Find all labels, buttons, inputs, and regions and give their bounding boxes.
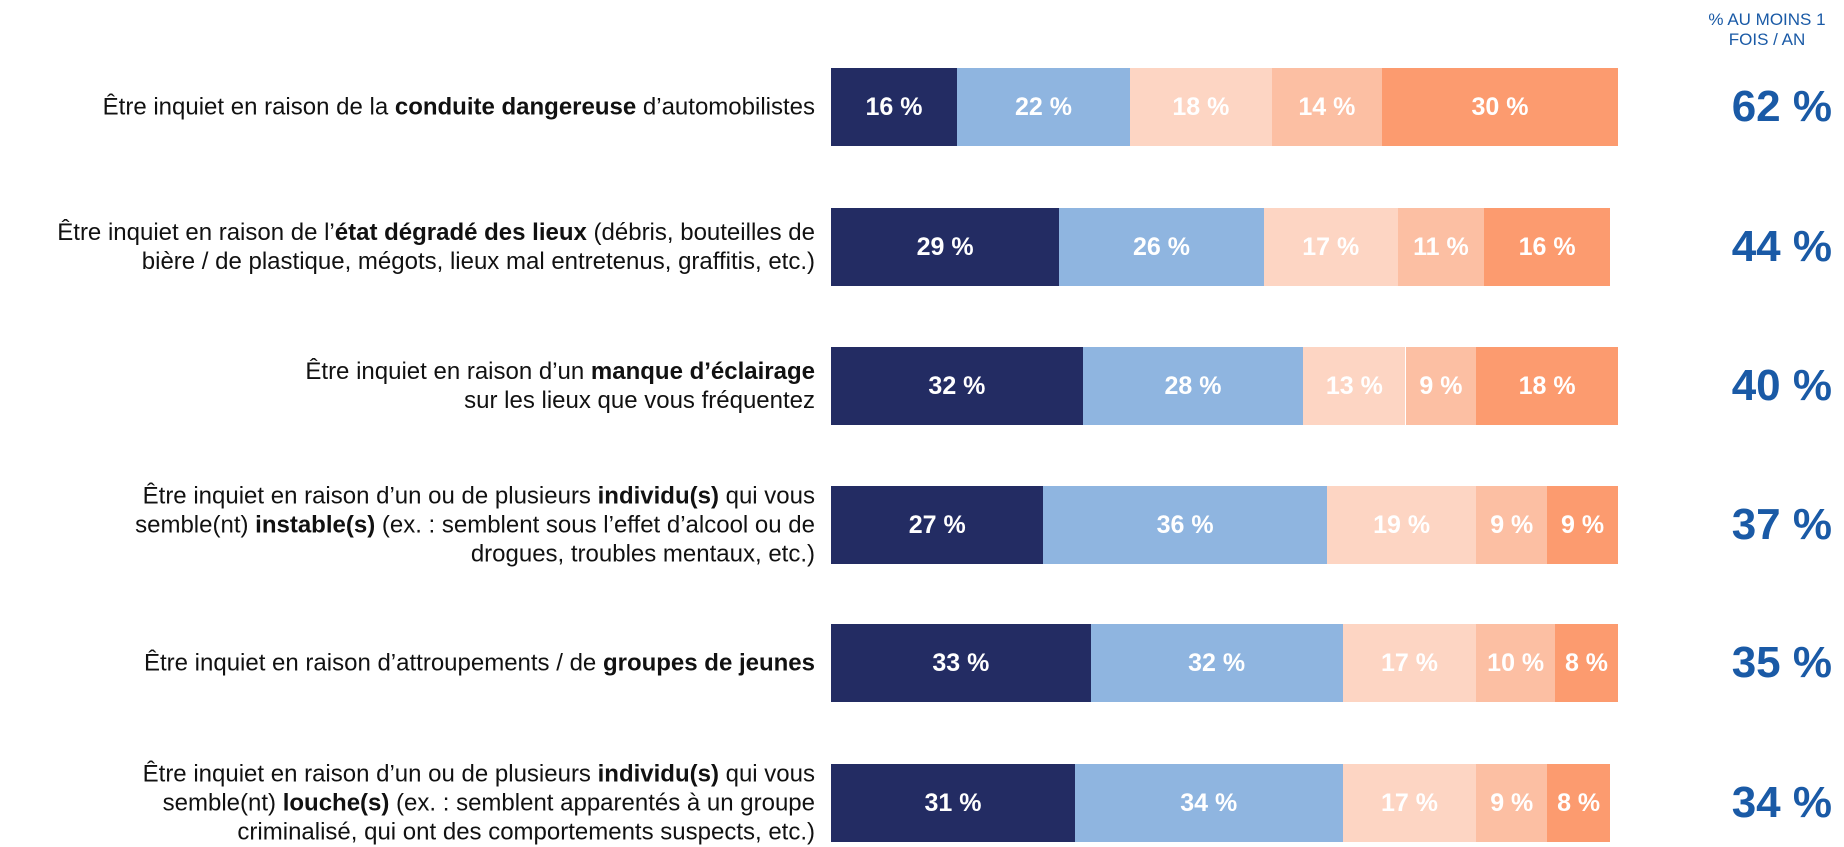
- bar-segment: 28 %: [1082, 347, 1304, 425]
- value-label: 26 %: [1133, 232, 1191, 261]
- value-label: 9 %: [1419, 371, 1463, 400]
- value-label: 13 %: [1325, 371, 1383, 400]
- bar-segment: 8 %: [1555, 624, 1618, 702]
- label-part: Être inquiet en raison de l’: [57, 219, 335, 246]
- bar-segment: 26 %: [1059, 208, 1264, 286]
- label-part: Être inquiet en raison d’un ou de plusie…: [142, 482, 598, 510]
- label-part: instable(s): [255, 511, 376, 539]
- value-label: 14 %: [1298, 92, 1356, 121]
- category-label: Être inquiet en raison de la conduite da…: [5, 93, 815, 122]
- bar-segment: 17 %: [1342, 624, 1477, 702]
- bar-segment: 27 %: [831, 486, 1044, 564]
- bar-segment: 8 %: [1547, 764, 1611, 842]
- label-part: Être inquiet en raison d’un ou de plusie…: [142, 760, 598, 788]
- value-label: 31 %: [924, 788, 982, 817]
- bar-segment: 19 %: [1326, 486, 1477, 564]
- value-label: 17 %: [1302, 232, 1360, 261]
- value-label: 19 %: [1373, 510, 1431, 539]
- label-part: Être inquiet en raison d’attroupements /…: [143, 649, 603, 677]
- value-label: 30 %: [1471, 92, 1529, 121]
- value-label: 17 %: [1380, 788, 1438, 817]
- bar-segment: 36 %: [1043, 486, 1327, 564]
- value-label: 9 %: [1561, 510, 1605, 539]
- bar-segment: 33 %: [831, 624, 1091, 702]
- value-label: 18 %: [1172, 92, 1230, 121]
- bar-segment: 9 %: [1405, 347, 1477, 425]
- label-part: (débris, bouteilles de bière / de plasti…: [141, 219, 815, 275]
- bar-segment: 34 %: [1074, 764, 1343, 842]
- bar-segment: 17 %: [1263, 208, 1398, 286]
- bar-segment: 30 %: [1381, 68, 1618, 146]
- label-part: sur les lieux que vous fréquentez: [464, 387, 815, 414]
- bar-segment: 10 %: [1476, 624, 1556, 702]
- label-part: qui vous semble(nt): [162, 760, 815, 817]
- bar-segment: 18 %: [1130, 68, 1272, 146]
- label-part: (ex. : semblent apparentés à un groupe c…: [237, 789, 815, 846]
- label-part: qui vous semble(nt): [135, 482, 815, 539]
- value-label: 16 %: [1518, 232, 1576, 261]
- bar-segment: 31 %: [831, 764, 1075, 842]
- value-label: 10 %: [1487, 648, 1545, 677]
- bar-segment: 16 %: [831, 68, 957, 146]
- label-part: individu(s): [597, 760, 719, 788]
- bar-segment: 18 %: [1476, 347, 1618, 425]
- value-label: 8 %: [1564, 648, 1609, 677]
- bar-segment: 11 %: [1397, 208, 1485, 286]
- bar-segment: 29 %: [831, 208, 1060, 286]
- label-part: louche(s): [282, 789, 390, 817]
- value-label: 11 %: [1413, 232, 1469, 261]
- bar-segment: 9 %: [1476, 764, 1548, 842]
- value-label: 9 %: [1490, 510, 1534, 539]
- value-label: 9 %: [1490, 788, 1534, 817]
- value-label: 32 %: [928, 371, 986, 400]
- category-label: Être inquiet en raison d’un ou de plusie…: [5, 482, 815, 569]
- category-label: Être inquiet en raison d’un manque d’écl…: [5, 357, 815, 415]
- total-label: 37 %: [1731, 500, 1832, 549]
- bar-segment: 9 %: [1476, 486, 1548, 564]
- bar-segment: 13 %: [1303, 347, 1406, 425]
- value-label: 36 %: [1156, 510, 1214, 539]
- value-label: 27 %: [908, 510, 966, 539]
- header: % AU MOINS 1 FOIS / AN: [1708, 10, 1826, 49]
- bar-segment: 9 %: [1547, 486, 1618, 564]
- bar-segment: 22 %: [956, 68, 1131, 146]
- category-label: Être inquiet en raison de l’état dégradé…: [5, 218, 815, 276]
- value-label: 18 %: [1518, 371, 1576, 400]
- value-label: 22 %: [1014, 92, 1072, 121]
- value-label: 34 %: [1180, 788, 1238, 817]
- value-label: 16 %: [865, 92, 923, 121]
- total-label: 40 %: [1731, 361, 1832, 410]
- category-label: Être inquiet en raison d’un ou de plusie…: [5, 760, 815, 847]
- label-part: (ex. : semblent sous l’effet d’alcool ou…: [381, 511, 815, 568]
- label-part: d’automobilistes: [636, 93, 815, 121]
- label-part: conduite dangereuse: [394, 93, 637, 121]
- label-part: groupes de jeunes: [602, 649, 815, 677]
- label-part: état dégradé des lieux: [334, 219, 587, 246]
- bar-segment: 32 %: [1090, 624, 1343, 702]
- label-part: Être inquiet en raison de la: [102, 93, 395, 121]
- label-part: manque d’éclairage: [590, 358, 815, 385]
- label-part: Être inquiet en raison d’un: [305, 358, 591, 385]
- value-label: 29 %: [916, 232, 974, 261]
- value-label: 17 %: [1380, 648, 1438, 677]
- bar-segment: 14 %: [1271, 68, 1382, 146]
- total-label: 44 %: [1731, 222, 1832, 271]
- total-label: 62 %: [1731, 82, 1832, 131]
- label-part: individu(s): [597, 482, 719, 510]
- category-label: Être inquiet en raison d’attroupements /…: [5, 649, 815, 678]
- bar-segment: 16 %: [1484, 208, 1611, 286]
- total-label: 35 %: [1731, 638, 1832, 687]
- total-label: 34 %: [1731, 778, 1832, 827]
- value-label: 8 %: [1557, 788, 1601, 817]
- value-label: 32 %: [1188, 648, 1246, 677]
- bar-segment: 17 %: [1342, 764, 1477, 842]
- bar-segment: 32 %: [831, 347, 1083, 425]
- value-label: 28 %: [1164, 371, 1222, 400]
- value-label: 33 %: [932, 648, 990, 677]
